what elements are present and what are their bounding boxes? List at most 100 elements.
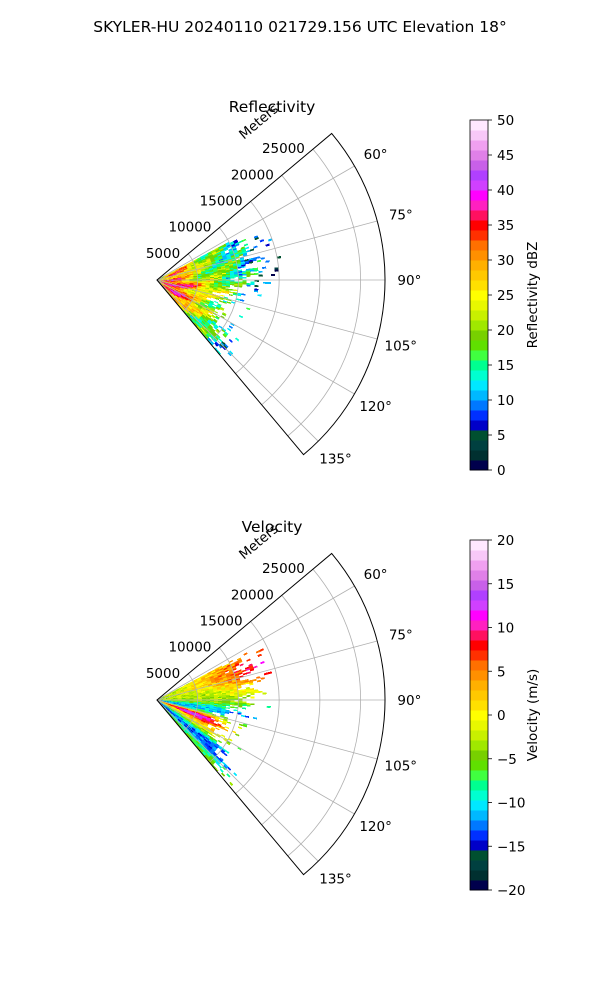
reflectivity-echo-cell	[258, 270, 263, 273]
reflectivity-echo-cell	[216, 328, 221, 333]
reflectivity-echo-cell	[189, 304, 193, 308]
velocity-echo-cell	[187, 711, 192, 714]
reflectivity-echo-cell	[213, 319, 217, 324]
velocity-echo-cell	[249, 668, 255, 672]
reflectivity-echo-cell	[218, 245, 223, 249]
reflectivity-echo-cell	[164, 275, 169, 277]
velocity-echo-cell	[181, 703, 186, 704]
velocity-echo-cell	[183, 718, 188, 721]
reflectivity-echo-cell	[211, 305, 216, 309]
reflectivity-echo-cell	[215, 341, 220, 346]
reflectivity-echo-cell	[176, 284, 181, 286]
reflectivity-echo-cell	[187, 268, 192, 270]
velocity-echo-cell	[186, 721, 191, 724]
reflectivity-echo-cell	[262, 281, 267, 284]
velocity-echo-cell	[209, 690, 214, 692]
reflectivity-echo-cell	[197, 260, 202, 263]
reflectivity-echo-cell	[228, 338, 233, 343]
reflectivity-echo-cell	[165, 281, 169, 283]
reflectivity-echo-cell	[221, 313, 226, 317]
reflectivity-echo-cell	[205, 275, 210, 277]
reflectivity-echo-cell	[222, 275, 227, 277]
reflectivity-echo-cell	[219, 259, 224, 262]
reflectivity-echo-cell	[197, 259, 202, 262]
reflectivity-echo-cell	[201, 273, 206, 275]
velocity-echo-cell	[181, 703, 186, 705]
reflectivity-echo-cell	[230, 282, 235, 284]
reflectivity-echo-cell	[184, 287, 189, 290]
velocity-echo-cell	[214, 677, 219, 681]
velocity-echo-cell	[212, 732, 217, 736]
reflectivity-echo-cell	[194, 316, 198, 321]
reflectivity-echo-cell	[170, 295, 174, 299]
reflectivity-echo-cell	[204, 291, 209, 293]
reflectivity-echo-cell	[164, 282, 169, 284]
reflectivity-echo-cell	[203, 325, 207, 329]
velocity-echo-cell	[172, 705, 177, 707]
reflectivity-echo-cell	[188, 286, 193, 288]
reflectivity-echo-cell	[198, 323, 203, 328]
reflectivity-echo-cell	[207, 251, 212, 255]
reflectivity-echo-cell	[254, 237, 259, 241]
velocity-echo-cell	[217, 759, 222, 764]
velocity-echo-cell	[172, 692, 176, 694]
reflectivity-echo-cell	[197, 284, 202, 286]
velocity-echo-cell	[236, 679, 241, 682]
reflectivity-echo-cell	[181, 274, 186, 276]
reflectivity-echo-cell	[197, 282, 202, 284]
velocity-echo-cell	[222, 695, 227, 697]
velocity-echo-cell	[222, 697, 227, 699]
reflectivity-echo-cell	[221, 287, 226, 290]
velocity-echo-cell	[180, 716, 184, 720]
velocity-echo-cell	[183, 725, 187, 729]
reflectivity-echo-cell	[215, 259, 220, 263]
velocity-echo-cell	[212, 740, 217, 745]
reflectivity-echo-cell	[185, 274, 190, 276]
reflectivity-echo-cell	[242, 276, 247, 279]
reflectivity-echo-cell	[221, 284, 226, 286]
reflectivity-echo-cell	[191, 307, 196, 311]
velocity-echo-cell	[228, 669, 233, 673]
velocity-echo-cell	[192, 733, 196, 737]
reflectivity-echo-cell	[231, 256, 236, 259]
velocity-echo-cell	[207, 714, 212, 717]
reflectivity-echo-cell	[234, 282, 239, 285]
velocity-echo-cell	[160, 701, 165, 704]
velocity-echo-cell	[204, 709, 209, 711]
velocity-echo-cell	[186, 683, 190, 686]
velocity-echo-cell	[209, 676, 214, 679]
reflectivity-echo-cell	[183, 299, 187, 303]
reflectivity-echo-cell	[173, 280, 178, 282]
reflectivity-echo-cell	[250, 273, 255, 276]
reflectivity-echo-cell	[226, 281, 231, 283]
velocity-echo-cell	[184, 716, 189, 720]
velocity-echo-cell	[172, 713, 176, 716]
reflectivity-echo-cell	[229, 252, 234, 255]
velocity-echo-cell	[209, 720, 214, 723]
velocity-echo-cell	[213, 739, 217, 744]
reflectivity-echo-cell	[181, 276, 186, 277]
velocity-echo-cell	[215, 679, 220, 683]
sector-frame	[156, 552, 386, 876]
reflectivity-echo-cell	[207, 295, 212, 298]
velocity-echo-cell	[189, 682, 194, 685]
reflectivity-echo-cell	[165, 280, 170, 282]
velocity-echo-cell	[220, 714, 225, 717]
velocity-echo-cell	[215, 755, 220, 760]
velocity-echo-cell	[165, 697, 169, 699]
reflectivity-echo-cell	[169, 280, 174, 282]
reflectivity-echo-cell	[213, 331, 218, 336]
velocity-echo-cell	[205, 700, 210, 702]
reflectivity-echo-cell	[164, 283, 169, 285]
velocity-echo-cell	[215, 681, 220, 684]
velocity-echo-cell	[204, 749, 208, 754]
velocity-echo-cell	[175, 689, 180, 692]
velocity-echo-cell	[198, 716, 203, 719]
velocity-echo-cell	[179, 688, 184, 691]
velocity-echo-cell	[191, 685, 196, 688]
velocity-echo-cell	[218, 697, 223, 699]
colorbar-tick-label: 5	[497, 428, 506, 444]
velocity-echo-cell	[172, 703, 177, 705]
reflectivity-echo-cell	[225, 241, 230, 245]
velocity-echo-cell	[182, 726, 186, 730]
